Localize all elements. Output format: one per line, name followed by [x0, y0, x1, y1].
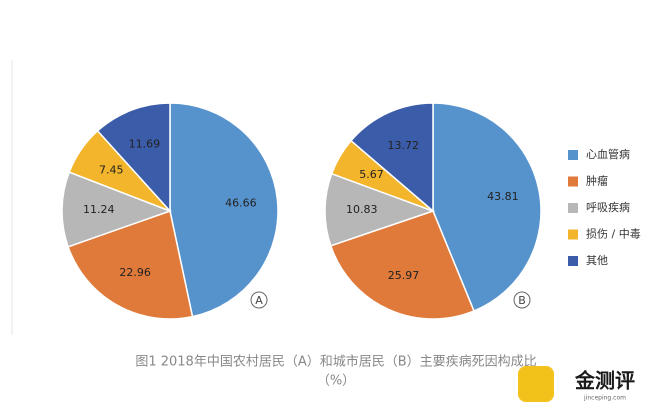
- watermark: 金测评 金测评 jinceping.com: [518, 366, 635, 402]
- logo-text: 金测评: [574, 369, 635, 393]
- pie-slice: [324, 172, 436, 247]
- logo-badge: [518, 366, 554, 402]
- pie-slice: [67, 210, 194, 320]
- pie-slice: [329, 210, 475, 320]
- pie-slice: [349, 102, 434, 213]
- pie-slice: [432, 102, 542, 312]
- value-label: 22.96: [119, 266, 151, 279]
- value-label: 10.83: [346, 203, 378, 216]
- pie-slice: [96, 102, 171, 213]
- value-label: 11.69: [129, 137, 161, 150]
- legend-swatch: [568, 256, 578, 266]
- pie-label: B: [518, 294, 526, 307]
- legend-label: 肿瘤: [586, 174, 608, 188]
- legend-swatch: [568, 176, 578, 187]
- value-label: 11.24: [83, 203, 115, 216]
- pie-badge: [513, 291, 531, 309]
- pie-slice: [61, 171, 173, 248]
- legend-swatch: [568, 150, 578, 160]
- pie-badge: [250, 291, 268, 309]
- value-label: 7.45: [99, 164, 124, 177]
- caption: 图1 2018年中国农村居民（A）和城市居民（B）主要疾病死因构成比: [135, 354, 536, 370]
- pie-label: A: [255, 294, 263, 307]
- value-label: 46.66: [225, 197, 257, 210]
- pie-slice: [169, 102, 279, 318]
- caption: （%）: [317, 374, 355, 389]
- value-label: 5.67: [359, 168, 384, 181]
- value-label: 25.97: [388, 269, 420, 282]
- legend-label: 心血管病: [586, 147, 630, 161]
- legend-swatch: [568, 229, 578, 240]
- legend-label: 损伤 / 中毒: [586, 227, 641, 241]
- value-label: 43.81: [487, 190, 519, 203]
- legend-swatch: [568, 203, 578, 213]
- value-label: 13.72: [387, 139, 419, 152]
- logo-url: jinceping.com: [583, 395, 626, 402]
- legend-label: 呼吸疾病: [586, 200, 630, 214]
- legend-label: 其他: [586, 254, 608, 267]
